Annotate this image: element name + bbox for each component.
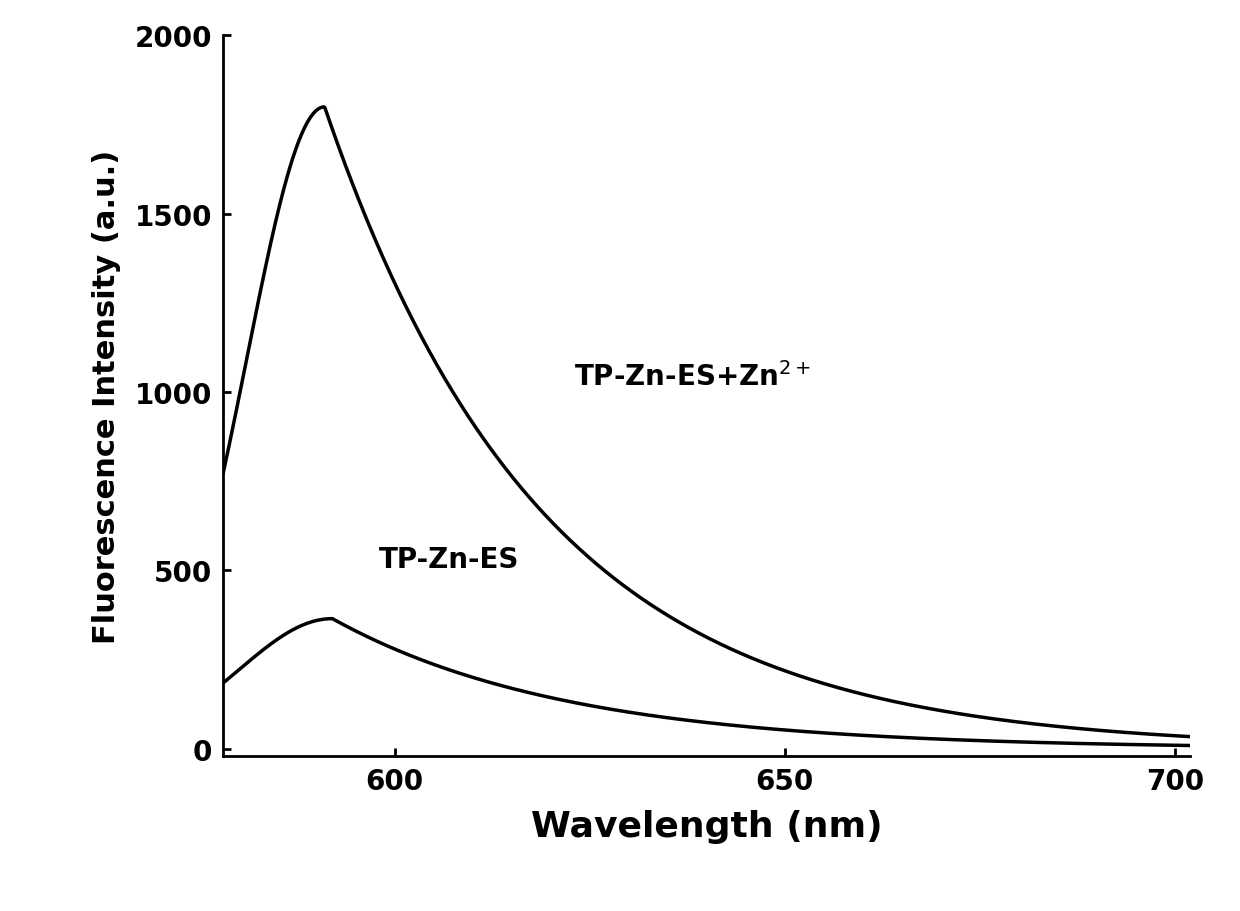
Y-axis label: Fluorescence Intensity (a.u.): Fluorescence Intensity (a.u.) <box>92 149 120 643</box>
X-axis label: Wavelength (nm): Wavelength (nm) <box>531 809 883 843</box>
Text: TP-Zn-ES: TP-Zn-ES <box>379 546 520 573</box>
Text: TP-Zn-ES+Zn$^{2+}$: TP-Zn-ES+Zn$^{2+}$ <box>574 362 811 392</box>
